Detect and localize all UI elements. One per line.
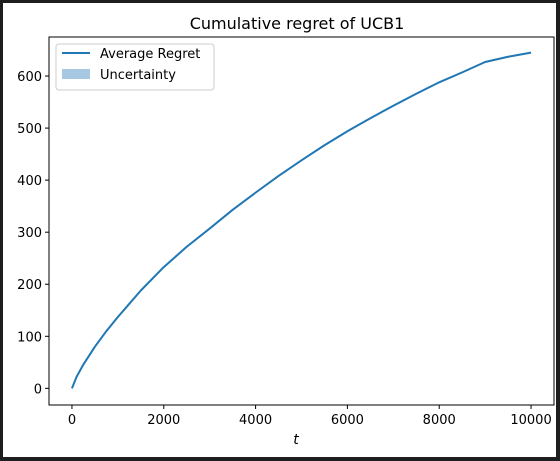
chart-title: Cumulative regret of UCB1 — [190, 14, 405, 33]
y-tick-label: 0 — [34, 382, 42, 397]
x-tick-label: 0 — [68, 413, 76, 428]
chart: Cumulative regret of UCB1 0 2000 4000 6000 8… — [17, 14, 555, 448]
figure: Cumulative regret of UCB1 0 2000 4000 6000 8… — [3, 3, 556, 457]
y-tick-label: 100 — [17, 330, 42, 345]
plot-area-frame — [48, 36, 555, 406]
legend: Average Regret Uncertainty — [55, 43, 215, 91]
average-regret-line — [71, 51, 532, 389]
y-tick-label: 500 — [17, 122, 42, 137]
x-axis-label: t — [293, 432, 299, 448]
y-tick-label: 300 — [17, 226, 42, 241]
legend-band-swatch — [62, 69, 90, 79]
x-tick-label: 4000 — [239, 413, 272, 428]
x-tick-label: 6000 — [331, 413, 364, 428]
x-tick-label: 8000 — [423, 413, 456, 428]
legend-label-average-regret: Average Regret — [100, 47, 200, 62]
x-tick-label: 2000 — [147, 413, 180, 428]
y-tick-label: 600 — [17, 70, 42, 85]
y-tick-label: 200 — [17, 278, 42, 293]
x-tick-label: 10000 — [510, 413, 551, 428]
y-tick-label: 400 — [17, 174, 42, 189]
legend-box — [55, 43, 215, 91]
legend-label-uncertainty: Uncertainty — [100, 68, 176, 83]
